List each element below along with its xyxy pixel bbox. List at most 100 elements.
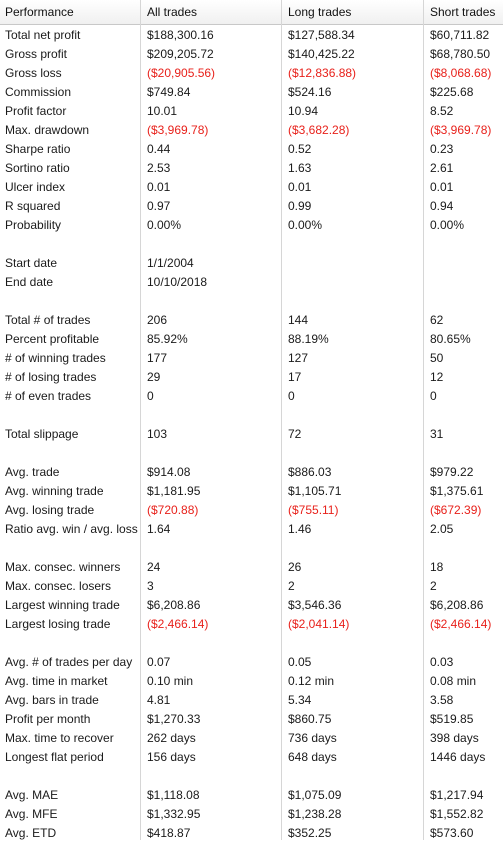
cell-long: ($2,041.14) xyxy=(288,617,350,631)
row-label: Max. drawdown xyxy=(5,123,90,137)
cell-short: 2.61 xyxy=(430,161,454,175)
row-label: Largest winning trade xyxy=(5,598,120,612)
cell-short: 2.05 xyxy=(430,522,454,536)
row-label: # of losing trades xyxy=(5,370,97,384)
cell-all: 0 xyxy=(147,389,154,403)
cell-long: 17 xyxy=(288,370,302,384)
cell-short: ($3,969.78) xyxy=(430,123,492,137)
row-label: Largest losing trade xyxy=(5,617,111,631)
cell-all: 3 xyxy=(147,579,154,593)
column-divider[interactable] xyxy=(423,0,424,840)
cell-long: 736 days xyxy=(288,731,337,745)
header-short-trades[interactable]: Short trades xyxy=(430,5,496,19)
header-performance[interactable]: Performance xyxy=(5,5,74,19)
cell-all: 85.92% xyxy=(147,332,188,346)
cell-long xyxy=(288,273,422,292)
cell-long: 10.94 xyxy=(288,104,319,118)
cell-all: $6,208.86 xyxy=(147,598,201,612)
row-label: Max. time to recover xyxy=(5,731,114,745)
cell-all: ($20,905.56) xyxy=(147,66,216,80)
row-label: Profit factor xyxy=(5,104,67,118)
row-label: Start date xyxy=(5,256,58,270)
cell-all: 24 xyxy=(147,560,161,574)
cell-long: ($755.11) xyxy=(288,503,339,517)
cell-long: 2 xyxy=(288,579,295,593)
cell-short: 0.01 xyxy=(430,180,454,194)
cell-all: ($3,969.78) xyxy=(147,123,209,137)
cell-all: 1/1/2004 xyxy=(147,256,194,270)
cell-short: 31 xyxy=(430,427,444,441)
cell-long: ($12,836.88) xyxy=(288,66,357,80)
cell-short: 0.94 xyxy=(430,199,454,213)
cell-long: 127 xyxy=(288,351,309,365)
header-long-trades[interactable]: Long trades xyxy=(288,5,352,19)
row-label: Gross profit xyxy=(5,47,68,61)
row-label: Sharpe ratio xyxy=(5,142,71,156)
row-label: Avg. losing trade xyxy=(5,503,95,517)
cell-long: $352.25 xyxy=(288,826,332,840)
cell-short: 1446 days xyxy=(430,750,486,764)
cell-long: $127,588.34 xyxy=(288,28,355,42)
cell-all: 0.10 min xyxy=(147,674,194,688)
cell-long: 144 xyxy=(288,313,309,327)
cell-long: 5.34 xyxy=(288,693,312,707)
row-label: Max. consec. winners xyxy=(5,560,121,574)
row-label: Sortino ratio xyxy=(5,161,70,175)
cell-long: $886.03 xyxy=(288,465,332,479)
cell-short: 0 xyxy=(430,389,437,403)
cell-short: ($672.39) xyxy=(430,503,482,517)
row-label: Percent profitable xyxy=(5,332,100,346)
row-label: Avg. MFE xyxy=(5,807,58,821)
cell-long: $1,075.09 xyxy=(288,788,342,802)
cell-all: 10/10/2018 xyxy=(147,275,208,289)
cell-long: 648 days xyxy=(288,750,337,764)
row-label: Avg. bars in trade xyxy=(5,693,99,707)
cell-all: 156 days xyxy=(147,750,196,764)
cell-short xyxy=(430,254,502,273)
column-divider[interactable] xyxy=(281,0,282,840)
cell-all: $1,181.95 xyxy=(147,484,201,498)
cell-all: 0.97 xyxy=(147,199,171,213)
cell-all: 206 xyxy=(147,313,168,327)
cell-long: 26 xyxy=(288,560,302,574)
cell-short: $60,711.82 xyxy=(430,28,490,42)
cell-short: 18 xyxy=(430,560,444,574)
cell-short: $1,217.94 xyxy=(430,788,484,802)
cell-all: $188,300.16 xyxy=(147,28,214,42)
cell-long: 72 xyxy=(288,427,302,441)
cell-short: 3.58 xyxy=(430,693,454,707)
cell-short: 62 xyxy=(430,313,444,327)
cell-long: $3,546.36 xyxy=(288,598,342,612)
row-label: Avg. time in market xyxy=(5,674,108,688)
header-all-trades[interactable]: All trades xyxy=(147,5,198,19)
cell-long: $1,105.71 xyxy=(288,484,342,498)
cell-short: 0.08 min xyxy=(430,674,477,688)
cell-long: $1,238.28 xyxy=(288,807,342,821)
row-label: Probability xyxy=(5,218,62,232)
cell-short: $519.85 xyxy=(430,712,474,726)
cell-short: 8.52 xyxy=(430,104,454,118)
cell-all: ($2,466.14) xyxy=(147,617,209,631)
cell-long: 1.63 xyxy=(288,161,312,175)
row-label: Avg. # of trades per day xyxy=(5,655,133,669)
cell-all: 0.07 xyxy=(147,655,171,669)
row-label: Longest flat period xyxy=(5,750,104,764)
column-divider[interactable] xyxy=(140,0,141,840)
cell-all: 2.53 xyxy=(147,161,171,175)
cell-all: $418.87 xyxy=(147,826,191,840)
cell-short: 0.00% xyxy=(430,218,465,232)
cell-all: 0.44 xyxy=(147,142,171,156)
cell-short: 12 xyxy=(430,370,444,384)
cell-short: ($2,466.14) xyxy=(430,617,492,631)
cell-short: 2 xyxy=(430,579,437,593)
cell-short: 0.23 xyxy=(430,142,454,156)
table-header: Performance All trades Long trades Short… xyxy=(0,0,503,25)
cell-all: 262 days xyxy=(147,731,196,745)
cell-short: $1,552.82 xyxy=(430,807,484,821)
cell-long: 0.00% xyxy=(288,218,323,232)
cell-all: 10.01 xyxy=(147,104,178,118)
row-label: End date xyxy=(5,275,54,289)
row-label: Commission xyxy=(5,85,72,99)
row-label: Ulcer index xyxy=(5,180,66,194)
